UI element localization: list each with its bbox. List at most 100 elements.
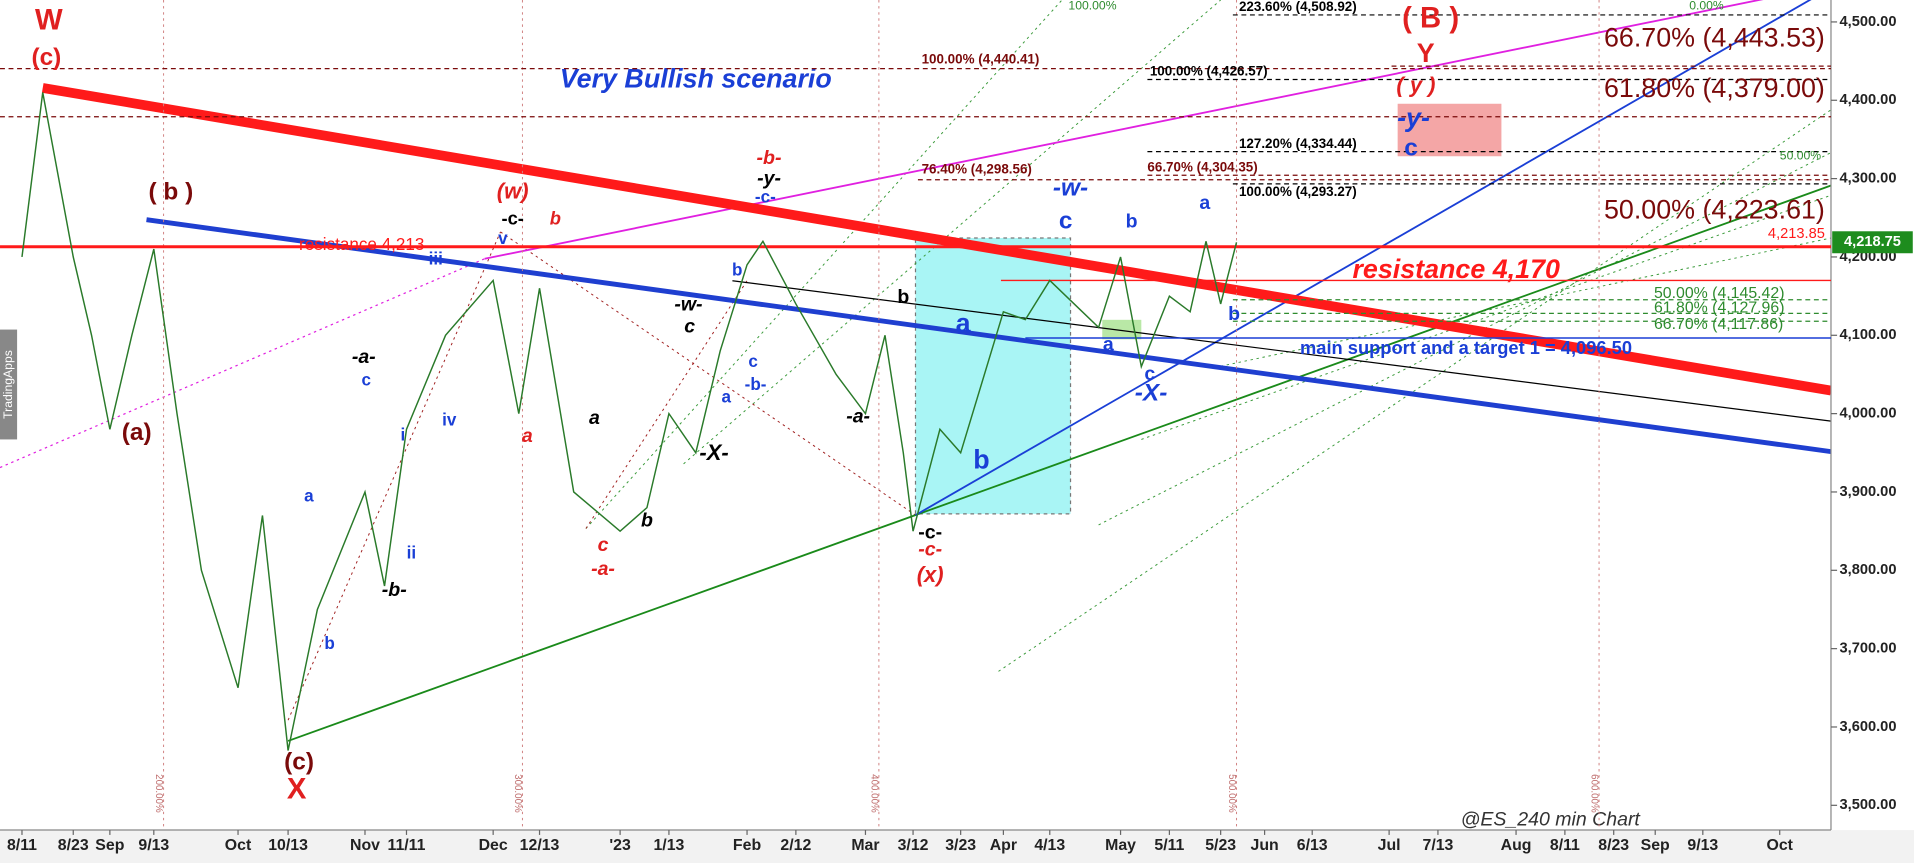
price-line bbox=[21, 92, 1238, 751]
x-tick-label: 7/13 bbox=[1422, 837, 1453, 854]
wave-label: -w- bbox=[674, 293, 702, 315]
y-tick-label: 3,500.00 bbox=[1840, 797, 1897, 813]
x-tick-label: 9/13 bbox=[1687, 837, 1718, 854]
wave-label: a bbox=[1103, 334, 1114, 356]
x-tick-label: Nov bbox=[350, 837, 380, 854]
x-tick-label: 5/11 bbox=[1154, 837, 1184, 854]
level-label: 66.70% (4,117.86) bbox=[1654, 316, 1783, 333]
level-label: 66.70% (4,443.53) bbox=[1604, 22, 1825, 52]
wave-label: iii bbox=[429, 250, 443, 269]
wave-label: -c- bbox=[501, 208, 523, 229]
wave-label: -a- bbox=[591, 558, 615, 580]
x-tick-label: Oct bbox=[1766, 837, 1793, 854]
x-tick-label: 8/11 bbox=[1550, 837, 1580, 854]
wave-label: c bbox=[684, 315, 695, 337]
wave-label: -c- bbox=[918, 522, 942, 544]
wave-label: -c- bbox=[755, 187, 776, 206]
y-tick-label: 3,600.00 bbox=[1840, 719, 1897, 735]
time-fib-label: 300.00% bbox=[512, 774, 523, 813]
wave-label: a bbox=[304, 486, 314, 505]
wave-label: W bbox=[35, 4, 63, 37]
wave-label: (c) bbox=[284, 748, 314, 775]
y-tick-label: 4,300.00 bbox=[1840, 170, 1897, 186]
level-label: 100.00% (4,426.57) bbox=[1150, 64, 1268, 79]
y-axis-band bbox=[1830, 0, 1914, 831]
wave-label: c bbox=[1059, 208, 1073, 235]
wave-label: -c- bbox=[918, 539, 942, 561]
x-tick-label: 3/23 bbox=[945, 837, 976, 854]
x-tick-label: 8/23 bbox=[58, 837, 89, 854]
support-box bbox=[1102, 319, 1142, 340]
wave-label: c bbox=[361, 370, 371, 389]
trend-line bbox=[146, 217, 1832, 455]
level-label: 100.00% (4,440.41) bbox=[922, 52, 1040, 67]
wave-label: 0.00% bbox=[1689, 0, 1724, 12]
y-tick-label: 4,000.00 bbox=[1840, 406, 1897, 422]
x-tick-label: 5/23 bbox=[1205, 837, 1236, 854]
time-fib-label: 400.00% bbox=[868, 774, 879, 813]
wave-label: ( b ) bbox=[149, 178, 194, 205]
x-tick-label: 1/13 bbox=[653, 837, 684, 854]
wave-label: a bbox=[722, 387, 732, 406]
wave-label: X bbox=[287, 773, 307, 806]
wave-label: a bbox=[589, 407, 600, 429]
level-label: 76.40% (4,298.56) bbox=[922, 162, 1032, 177]
wave-label: ( B ) bbox=[1402, 1, 1459, 34]
wave-label: a bbox=[522, 425, 533, 447]
y-tick-label: 4,400.00 bbox=[1840, 92, 1897, 108]
wave-label: b bbox=[324, 634, 334, 653]
x-tick-label: 2/12 bbox=[780, 837, 811, 854]
level-label: resistance 4,170 bbox=[1352, 254, 1560, 284]
wave-label: (w) bbox=[497, 179, 529, 204]
wave-label: -X- bbox=[1135, 380, 1168, 407]
x-tick-label: 3/12 bbox=[898, 837, 929, 854]
wave-label: b bbox=[641, 509, 653, 531]
wave-label: a bbox=[1199, 192, 1210, 214]
wave-label: b bbox=[732, 261, 742, 280]
trend-line bbox=[0, 258, 485, 469]
x-tick-label: Dec bbox=[479, 837, 508, 854]
level-label: 223.60% (4,508.92) bbox=[1239, 0, 1357, 14]
x-tick-label: May bbox=[1105, 837, 1136, 854]
x-tick-label: 6/13 bbox=[1297, 837, 1328, 854]
trend-line bbox=[41, 83, 1832, 396]
time-box bbox=[914, 237, 1072, 515]
x-tick-label: Apr bbox=[990, 837, 1017, 854]
y-tick-label: 4,100.00 bbox=[1840, 327, 1897, 343]
wave-label: c bbox=[748, 352, 757, 371]
x-tick-label: '23 bbox=[609, 837, 631, 854]
wave-label: -X- bbox=[699, 440, 728, 465]
level-label: resistance 4,213 bbox=[299, 235, 424, 254]
time-fib-label: 200.00% bbox=[153, 774, 164, 813]
wave-label: -y- bbox=[757, 168, 781, 190]
trend-line bbox=[484, 0, 1764, 260]
target-box bbox=[1397, 103, 1502, 157]
level-label: 4,213.85 bbox=[1768, 226, 1825, 242]
wave-label: v bbox=[498, 229, 508, 248]
brand-tab bbox=[0, 329, 18, 440]
x-tick-label: Sep bbox=[1641, 837, 1670, 854]
trend-line bbox=[732, 280, 1832, 422]
level-label: 50.00% (4,223.61) bbox=[1604, 195, 1825, 225]
level-label: 100.00% (4,293.27) bbox=[1239, 184, 1357, 199]
wave-label: ii bbox=[407, 544, 417, 563]
x-tick-label: 10/13 bbox=[268, 837, 308, 854]
x-tick-label: Sep bbox=[95, 837, 124, 854]
time-fib-label: 600.00% bbox=[1589, 774, 1600, 813]
x-tick-label: Jul bbox=[1378, 837, 1401, 854]
x-tick-label: 8/11 bbox=[7, 837, 37, 854]
wave-label: -a- bbox=[352, 346, 376, 368]
time-fib-label: 500.00% bbox=[1226, 774, 1237, 813]
wave-label: 100.00% bbox=[1068, 0, 1116, 12]
wave-label: a bbox=[956, 308, 972, 338]
wave-label: c bbox=[1404, 134, 1418, 161]
last-price-box bbox=[1832, 231, 1913, 254]
level-label: 61.80% (4,379.00) bbox=[1604, 73, 1825, 103]
wave-label: b bbox=[897, 286, 909, 308]
chart-footer: @ES_240 min Chart bbox=[1461, 808, 1642, 830]
wave-label: c bbox=[598, 534, 609, 556]
x-tick-label: Jun bbox=[1251, 837, 1279, 854]
